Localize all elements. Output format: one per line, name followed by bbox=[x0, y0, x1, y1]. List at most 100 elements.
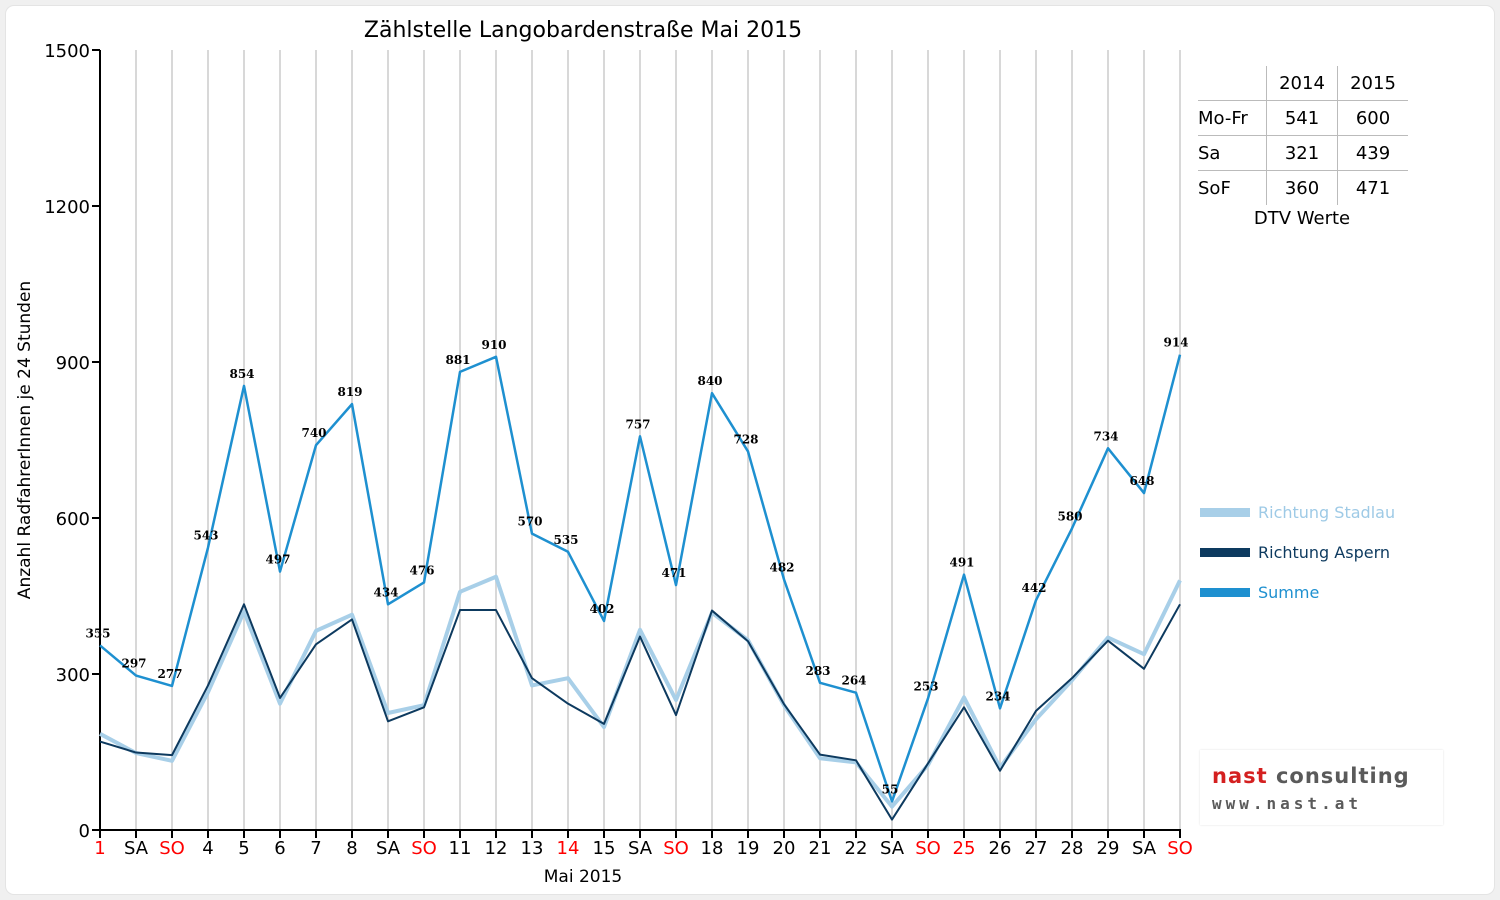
logo-wordmark: nast consulting bbox=[1212, 764, 1410, 788]
x-tick-label: 4 bbox=[202, 838, 213, 859]
legend-item-aspern: Richtung Aspern bbox=[1200, 532, 1395, 572]
dtv-cell: 541 bbox=[1266, 100, 1338, 136]
data-label: 840 bbox=[697, 374, 722, 388]
chart-legend: Richtung Stadlau Richtung Aspern Summe bbox=[1200, 492, 1395, 612]
dtv-row-label: SoF bbox=[1198, 170, 1267, 205]
data-label: 881 bbox=[445, 353, 470, 367]
data-label: 283 bbox=[805, 664, 830, 678]
data-label: 854 bbox=[229, 367, 254, 381]
logo-part-2: consulting bbox=[1275, 764, 1410, 788]
legend-label: Summe bbox=[1258, 582, 1320, 602]
x-tick-label: SA bbox=[124, 838, 149, 859]
x-tick-label: 8 bbox=[346, 838, 357, 859]
dtv-row-label: Mo-Fr bbox=[1198, 100, 1267, 136]
y-tick-label: 300 bbox=[56, 665, 90, 686]
y-tick-label: 600 bbox=[56, 509, 90, 530]
dtv-cell: 471 bbox=[1337, 170, 1408, 205]
chart-title: Zählstelle Langobardenstraße Mai 2015 bbox=[364, 18, 802, 43]
series-line bbox=[99, 574, 1182, 809]
legend-label: Richtung Aspern bbox=[1258, 542, 1391, 562]
data-label: 471 bbox=[661, 566, 686, 580]
company-logo: nast consulting www.nast.at bbox=[1200, 750, 1443, 825]
y-tick-label: 0 bbox=[79, 821, 90, 842]
x-tick-label: 22 bbox=[845, 838, 868, 859]
legend-swatch bbox=[1200, 587, 1250, 597]
x-tick-label: SA bbox=[1132, 838, 1157, 859]
x-tick-label: SA bbox=[880, 838, 905, 859]
dtv-table: 2014 2015 Mo-Fr 541 600 Sa 321 439 SoF 3… bbox=[1198, 66, 1408, 205]
data-label: 476 bbox=[409, 563, 434, 577]
x-axis-label: Mai 2015 bbox=[544, 867, 622, 887]
x-tick-label: 27 bbox=[1025, 838, 1048, 859]
data-label: 910 bbox=[481, 338, 506, 352]
data-label: 819 bbox=[337, 385, 362, 399]
data-label: 482 bbox=[769, 560, 794, 574]
data-label: 497 bbox=[265, 553, 290, 567]
data-label: 728 bbox=[733, 432, 758, 446]
data-label: 757 bbox=[625, 417, 650, 431]
logo-part-1: nast bbox=[1212, 764, 1268, 788]
x-tick-label: SO bbox=[159, 838, 185, 859]
dtv-col-2015: 2015 bbox=[1337, 66, 1408, 101]
x-tick-label: 15 bbox=[593, 838, 616, 859]
data-label: 914 bbox=[1163, 336, 1188, 350]
legend-label: Richtung Stadlau bbox=[1258, 502, 1396, 522]
x-tick-label: SA bbox=[628, 838, 653, 859]
dtv-cell: 439 bbox=[1337, 135, 1408, 171]
data-label: 402 bbox=[589, 602, 614, 616]
dtv-cell: 600 bbox=[1337, 100, 1408, 136]
legend-item-summe: Summe bbox=[1200, 572, 1395, 612]
logo-website: www.nast.at bbox=[1212, 794, 1362, 813]
dtv-row-label: Sa bbox=[1198, 135, 1267, 171]
x-tick-label: 20 bbox=[773, 838, 796, 859]
dtv-cell: 360 bbox=[1266, 170, 1338, 205]
x-tick-label: SO bbox=[411, 838, 437, 859]
x-tick-label: 21 bbox=[809, 838, 832, 859]
x-tick-label: 29 bbox=[1097, 838, 1120, 859]
data-label: 535 bbox=[553, 533, 578, 547]
series-line bbox=[99, 354, 1182, 803]
x-tick-label: 26 bbox=[989, 838, 1012, 859]
data-label: 442 bbox=[1021, 581, 1046, 595]
data-label: 253 bbox=[913, 679, 938, 693]
dtv-caption: DTV Werte bbox=[1253, 208, 1351, 229]
x-tick-label: SO bbox=[663, 838, 689, 859]
dtv-col-2014: 2014 bbox=[1266, 66, 1338, 101]
x-tick-label: 11 bbox=[449, 838, 472, 859]
x-tick-label: SO bbox=[915, 838, 941, 859]
data-label: 297 bbox=[121, 657, 146, 671]
y-tick-label: 900 bbox=[56, 353, 90, 374]
data-label: 434 bbox=[373, 585, 398, 599]
legend-swatch bbox=[1200, 507, 1250, 517]
x-tick-label: 25 bbox=[953, 838, 976, 859]
legend-swatch bbox=[1200, 547, 1250, 557]
x-tick-label: 1 bbox=[94, 838, 105, 859]
x-tick-label: 7 bbox=[310, 838, 321, 859]
y-tick-label: 1200 bbox=[44, 197, 90, 218]
x-tick-label: 6 bbox=[274, 838, 285, 859]
x-tick-label: 5 bbox=[238, 838, 249, 859]
data-label: 491 bbox=[949, 556, 974, 570]
legend-item-stadlau: Richtung Stadlau bbox=[1200, 492, 1395, 532]
data-label: 543 bbox=[193, 529, 218, 543]
dtv-corner bbox=[1198, 66, 1267, 101]
x-tick-label: 14 bbox=[557, 838, 580, 859]
x-tick-label: 28 bbox=[1061, 838, 1084, 859]
data-label: 580 bbox=[1057, 509, 1082, 523]
dtv-cell: 321 bbox=[1266, 135, 1338, 171]
data-label: 277 bbox=[157, 667, 182, 681]
x-tick-label: SO bbox=[1167, 838, 1193, 859]
x-tick-label: SA bbox=[376, 838, 401, 859]
data-label: 55 bbox=[882, 782, 899, 796]
data-label: 740 bbox=[301, 426, 326, 440]
x-tick-label: 13 bbox=[521, 838, 544, 859]
series-line bbox=[99, 603, 1181, 821]
x-tick-label: 18 bbox=[701, 838, 724, 859]
x-tick-label: 12 bbox=[485, 838, 508, 859]
data-label: 570 bbox=[517, 515, 542, 529]
y-tick-label: 1500 bbox=[44, 41, 90, 62]
y-axis-label: Anzahl RadfahrerInnen je 24 Stunden bbox=[15, 281, 35, 599]
data-label: 648 bbox=[1129, 474, 1154, 488]
data-label: 234 bbox=[985, 689, 1010, 703]
